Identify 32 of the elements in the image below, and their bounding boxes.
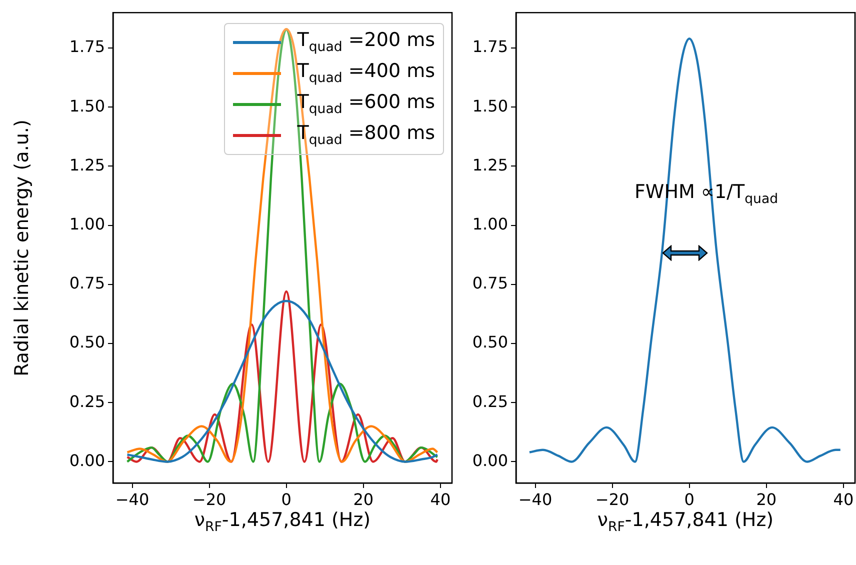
x-tick-label: −40 xyxy=(518,490,552,509)
x-tick-label: 20 xyxy=(756,490,777,509)
x-tick-label: 0 xyxy=(684,490,694,509)
y-tick-label: 0.25 xyxy=(472,392,508,411)
line-series xyxy=(528,38,842,463)
y-tick-label: 0.50 xyxy=(472,332,508,352)
x-tick-label: −20 xyxy=(595,490,630,509)
y-tick-label: 0.00 xyxy=(472,450,508,470)
y-tick-label: 0.50 xyxy=(69,332,105,352)
y-tick-label: 0.75 xyxy=(472,274,508,293)
y-tick-label: 1.75 xyxy=(472,37,508,56)
y-tick-label: 1.00 xyxy=(472,214,508,234)
x-tick-label: 40 xyxy=(833,490,854,509)
x-tick-label: 0 xyxy=(281,490,292,509)
y-tick-label: 0.00 xyxy=(69,450,105,470)
x-tick-label: −20 xyxy=(192,490,226,509)
line-series xyxy=(126,28,438,463)
y-axis-title: Radial kinetic energy (a.u.) xyxy=(11,119,33,376)
x-tick-label: 20 xyxy=(353,490,374,509)
x-tick-label: −40 xyxy=(115,490,150,509)
y-tick-label: 1.25 xyxy=(69,155,105,174)
y-tick-label: 1.00 xyxy=(69,214,105,234)
x-axis-title: ν$_{RF}$-1,457,841 (Hz) xyxy=(597,509,774,535)
y-tick-label: 0.25 xyxy=(69,392,105,411)
y-tick-label: 1.25 xyxy=(472,155,508,174)
y-tick-label: 1.75 xyxy=(69,37,105,56)
x-axis-title: ν$_{RF}$-1,457,841 (Hz) xyxy=(194,509,371,535)
y-tick-label: 0.75 xyxy=(69,274,105,293)
y-tick-label: 1.50 xyxy=(69,96,105,116)
legend-label: T$_{quad}$ =200 ms xyxy=(297,29,435,55)
y-tick-label: 1.50 xyxy=(472,96,508,116)
x-tick-label: 40 xyxy=(430,490,451,509)
